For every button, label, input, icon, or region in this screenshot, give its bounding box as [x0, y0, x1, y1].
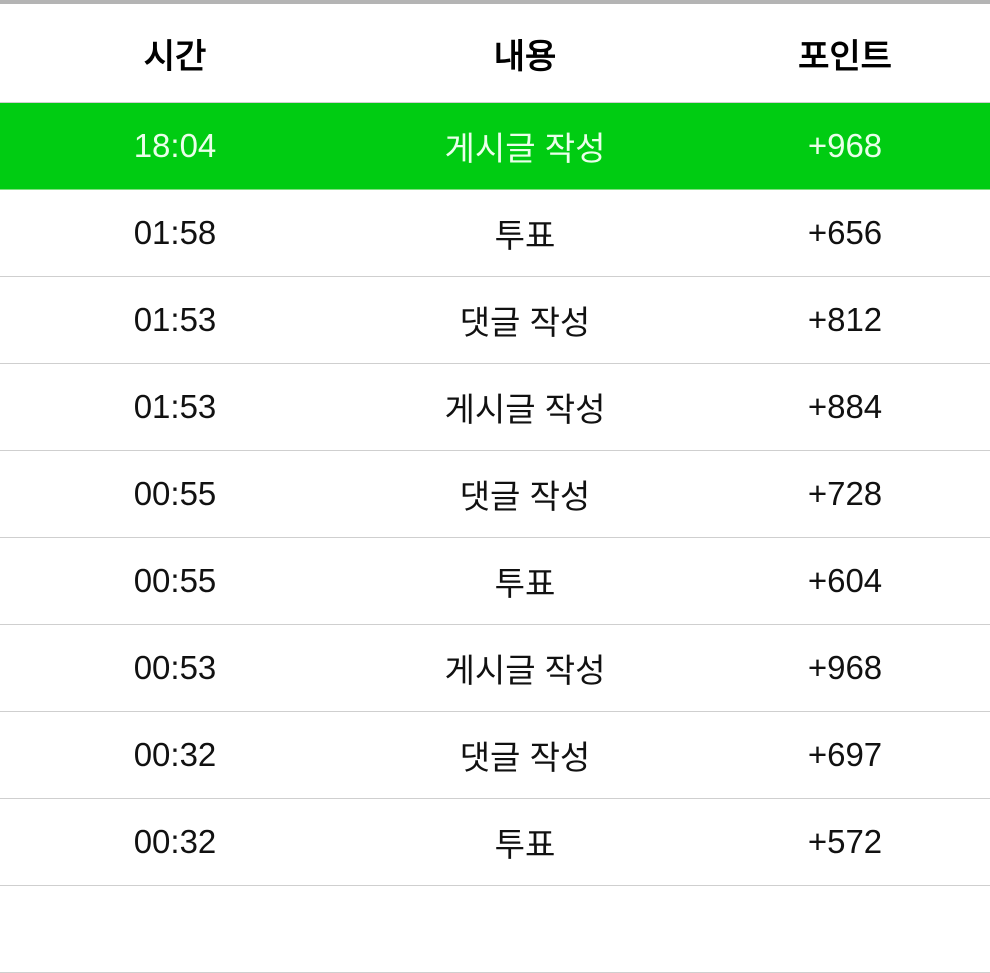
- row-time: 00:55: [133, 475, 217, 512]
- row-content: 댓글 작성: [459, 478, 591, 515]
- header-content: 내용: [493, 37, 557, 76]
- row-time: 18:04: [133, 127, 217, 164]
- row-content: 댓글 작성: [459, 739, 591, 776]
- row-time: 00:32: [133, 823, 217, 860]
- table-row[interactable]: 00:32 댓글 작성 +697: [0, 712, 990, 799]
- header-points: 포인트: [798, 37, 892, 76]
- row-content: 댓글 작성: [459, 304, 591, 341]
- row-time: 01:53: [133, 388, 217, 425]
- table-row[interactable]: 00:53 게시글 작성 +968: [0, 625, 990, 712]
- table-row[interactable]: 00:55 투표 +604: [0, 538, 990, 625]
- row-points: +812: [807, 301, 883, 338]
- row-time: 00:53: [133, 649, 217, 686]
- row-time: 00:55: [133, 562, 217, 599]
- row-content: 게시글 작성: [444, 652, 606, 689]
- row-content: 투표: [494, 826, 556, 863]
- points-history-table: 18:04 게시글 작성 +968 01:58 투표 +656 01:53 댓글 작성 +812…: [0, 103, 990, 886]
- row-points: +604: [807, 562, 883, 599]
- table-row[interactable]: 01:53 게시글 작성 +884: [0, 364, 990, 451]
- row-content: 게시글 작성: [444, 391, 606, 428]
- table-row[interactable]: 18:04 게시글 작성 +968: [0, 103, 990, 190]
- row-time: 01:58: [133, 214, 217, 251]
- table-row[interactable]: 00:55 댓글 작성 +728: [0, 451, 990, 538]
- row-points: +968: [807, 649, 883, 686]
- row-points: +968: [807, 127, 883, 164]
- table-row[interactable]: 01:58 투표 +656: [0, 190, 990, 277]
- row-points: +697: [807, 736, 883, 773]
- row-points: +884: [807, 388, 883, 425]
- header-time: 시간: [143, 37, 207, 76]
- top-divider: [0, 0, 990, 4]
- table-row[interactable]: 00:32 투표 +572: [0, 799, 990, 886]
- table-row[interactable]: 01:53 댓글 작성 +812: [0, 277, 990, 364]
- row-content: 투표: [494, 217, 556, 254]
- row-points: +728: [807, 475, 883, 512]
- row-points: +572: [807, 823, 883, 860]
- row-content: 투표: [494, 565, 556, 602]
- row-time: 00:32: [133, 736, 217, 773]
- row-time: 01:53: [133, 301, 217, 338]
- table-header: 시간 내용 포인트: [0, 4, 990, 103]
- row-content: 게시글 작성: [444, 130, 606, 167]
- row-points: +656: [807, 214, 883, 251]
- table-row-partial[interactable]: [0, 886, 990, 973]
